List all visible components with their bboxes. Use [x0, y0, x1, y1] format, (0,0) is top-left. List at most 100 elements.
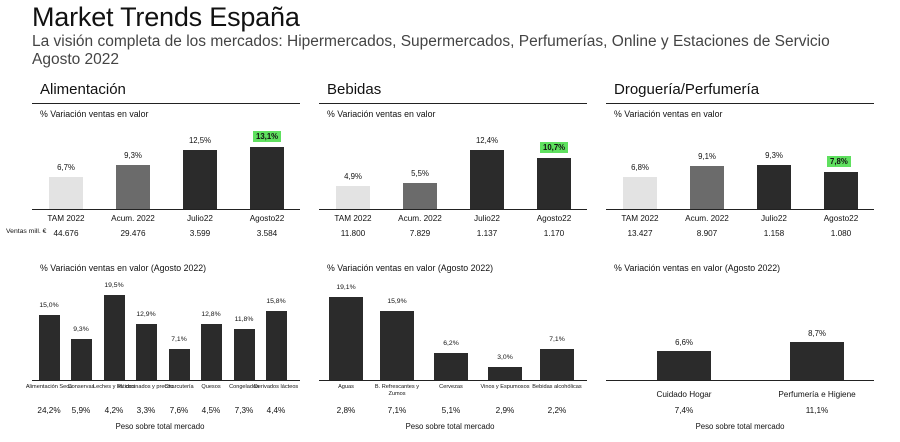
ventas-value: 1.158: [763, 229, 785, 238]
bar: [657, 351, 711, 380]
data-label: 12,9%: [136, 310, 156, 318]
ventas-value: 1.137: [476, 229, 498, 238]
data-label: 6,6%: [675, 338, 693, 348]
bar: [116, 164, 150, 209]
bar: [103, 295, 125, 380]
peso-title: Peso sobre total mercado: [695, 422, 785, 431]
ventas-value: 1.080: [830, 229, 852, 238]
tick-label: Julio22: [187, 214, 213, 223]
bar: [824, 172, 858, 209]
x-axis: [606, 209, 874, 210]
data-label: 6,7%: [57, 163, 75, 173]
tick-label: Julio22: [474, 214, 500, 223]
bar: [265, 311, 287, 380]
peso-value: 5,9%: [71, 406, 91, 415]
bar: [329, 296, 363, 380]
section-rule-drogueria: [606, 103, 874, 104]
bar: [135, 323, 157, 380]
bar: [537, 158, 571, 209]
data-label: 3,0%: [497, 353, 513, 361]
peso-value: 7,6%: [169, 406, 189, 415]
x-axis: [32, 209, 300, 210]
peso-value: 5,1%: [441, 406, 461, 415]
peso-value: 7,1%: [387, 406, 407, 415]
peso-value: 11,1%: [805, 406, 829, 415]
tick-label: Acum. 2022: [398, 214, 442, 223]
data-label: 9,3%: [73, 326, 89, 334]
tick-label: Derivados lácteos: [253, 384, 299, 390]
tick-label: Congelados: [229, 384, 259, 390]
bar: [540, 349, 574, 380]
chart-title: % Variación ventas en valor (Agosto 2022…: [327, 263, 494, 273]
chart-title: % Variación ventas en valor: [614, 109, 723, 119]
data-label: 15,9%: [387, 297, 407, 305]
tick-label: Julio22: [761, 214, 787, 223]
data-label: 9,3%: [124, 150, 142, 160]
tick-label: TAM 2022: [334, 214, 372, 223]
bar: [233, 328, 255, 380]
data-label: 6,8%: [631, 162, 649, 172]
peso-value: 24,2%: [37, 406, 61, 415]
bar: [336, 185, 370, 209]
data-label: 7,1%: [549, 336, 565, 344]
tick-label: Bebidas alcohólicas: [532, 384, 582, 390]
peso-value: 3,3%: [136, 406, 156, 415]
bar: [488, 366, 522, 380]
data-label: 12,4%: [475, 136, 499, 146]
tick-label: Perfumería e Higiene: [778, 390, 856, 399]
x-axis: [319, 380, 587, 381]
tick-label: Quesos: [201, 384, 221, 390]
section-title-bebidas: Bebidas: [327, 81, 382, 98]
peso-value: 2,8%: [336, 406, 356, 415]
data-label: 7,8%: [827, 156, 851, 168]
page-subtitle: La visión completa de los mercados: Hipe…: [32, 33, 830, 50]
bar: [403, 182, 437, 209]
chart-title: % Variación ventas en valor (Agosto 2022…: [40, 263, 207, 273]
ventas-value: 29.476: [120, 229, 146, 238]
peso-value: 4,5%: [201, 406, 221, 415]
bar: [690, 165, 724, 209]
bar: [380, 310, 414, 380]
ventas-value: 8.907: [696, 229, 718, 238]
data-label: 13,1%: [253, 131, 282, 142]
data-label: 19,1%: [336, 283, 356, 291]
x-axis: [319, 209, 587, 210]
data-label: 19,5%: [104, 282, 124, 289]
data-label: 7,1%: [171, 336, 187, 344]
section-title-alimentacion: Alimentación: [40, 81, 126, 98]
ventas-value: 1.170: [543, 229, 565, 238]
ventas-value: 44.676: [53, 229, 79, 238]
page-period: Agosto 2022: [32, 51, 120, 68]
ventas-value: 7.829: [409, 229, 431, 238]
tick-label: Leches y batidos: [93, 384, 135, 390]
bar: [434, 352, 468, 380]
data-label: 5,5%: [411, 168, 429, 178]
data-label: 15,8%: [266, 298, 286, 306]
ventas-label: Ventas mill. €: [6, 228, 47, 235]
tick-label: Conservas: [67, 384, 95, 390]
section-title-drogueria: Droguería/Perfumería: [614, 81, 760, 98]
tick-label: Aguas: [338, 384, 354, 390]
tick-label: Alimentación Seca: [25, 384, 73, 390]
ventas-value: 3.599: [189, 229, 211, 238]
section-rule-bebidas: [319, 103, 587, 104]
bar: [250, 147, 284, 209]
chart-title: % Variación ventas en valor: [40, 109, 149, 119]
tick-label: Acum. 2022: [685, 214, 729, 223]
data-label: 8,7%: [808, 329, 826, 339]
section-rule-alimentacion: [32, 103, 300, 104]
ventas-value: 3.584: [256, 229, 278, 238]
peso-value: 7,3%: [234, 406, 254, 415]
chart-title: % Variación ventas en valor (Agosto 2022…: [614, 263, 781, 273]
data-label: 9,3%: [765, 150, 783, 160]
x-axis: [32, 380, 300, 381]
data-label: 10,7%: [540, 142, 569, 154]
data-label: 4,9%: [344, 171, 362, 181]
bar: [790, 342, 844, 380]
ventas-value: 13.427: [627, 229, 653, 238]
data-label: 12,8%: [201, 311, 221, 319]
bar: [470, 150, 504, 209]
peso-title: Peso sobre total mercado: [405, 422, 495, 431]
tick-label: Vinos y Espumosos: [480, 384, 530, 390]
tick-label: Pl. cocinados y precoc.: [117, 384, 175, 390]
